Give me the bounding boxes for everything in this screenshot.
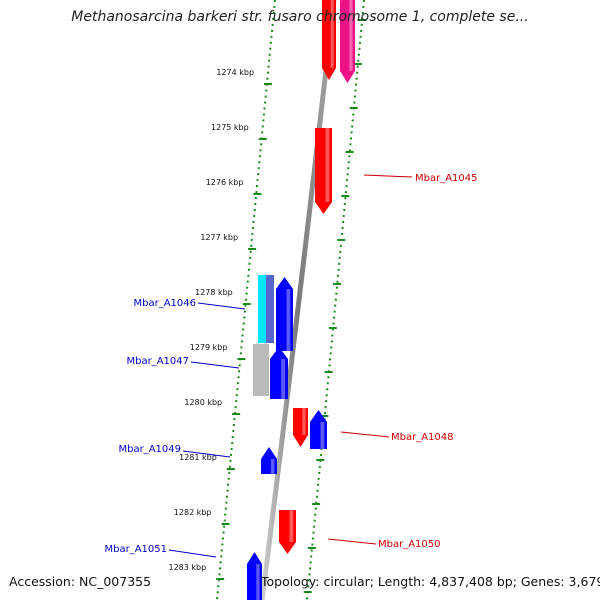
- gene-label-leader-mbar-a1046: [197, 302, 246, 310]
- forward-strand-guide: [306, 0, 365, 600]
- gene-arrow-top-b-shade: [349, 0, 353, 71]
- gene-arrow-mbar-a1045[interactable]: [315, 128, 332, 214]
- gene-label-leader-mbar-a1050: [327, 538, 377, 545]
- gene-arrow-mbar-a1046-shade: [286, 289, 291, 351]
- gene-label-mbar-a1048[interactable]: Mbar_A1048: [391, 432, 454, 443]
- gene-label-mbar-a1045[interactable]: Mbar_A1045: [415, 173, 478, 184]
- gene-arrow-mbar-a1050-shade: [289, 510, 294, 542]
- kbp-tick-label: 1276 kbp: [206, 178, 244, 187]
- gene-label-mbar-a1047[interactable]: Mbar_A1047: [126, 356, 189, 367]
- kbp-tick-label: 1280 kbp: [184, 398, 222, 407]
- gene-mbar-a1047-grey[interactable]: [253, 344, 269, 396]
- gene-mbar-a1046-cyan[interactable]: [258, 275, 267, 343]
- gene-arrow-mbar-a1047-shade: [281, 359, 286, 399]
- kbp-tick-label: 1274 kbp: [216, 68, 254, 77]
- gene-label-mbar-a1049[interactable]: Mbar_A1049: [118, 444, 181, 455]
- kbp-tick-label: 1279 kbp: [190, 343, 228, 352]
- gene-arrow-mbar-a1045-shade: [325, 128, 330, 202]
- gene-label-mbar-a1046[interactable]: Mbar_A1046: [133, 298, 196, 309]
- kbp-tick-label: 1277 kbp: [200, 233, 238, 242]
- chromosome-backbone: [259, 0, 337, 600]
- sequence-title: Methanosarcina barkeri str. fusaro chrom…: [71, 9, 529, 25]
- gene-arrow-mbar-a1049[interactable]: [261, 447, 277, 474]
- gene-arrow-mbar-a1048-left[interactable]: [293, 408, 308, 447]
- gene-arrow-top-a[interactable]: [322, 0, 336, 80]
- gene-label-leader-mbar-a1048: [340, 431, 390, 438]
- gene-arrow-mbar-a1048-left-shade: [302, 408, 306, 435]
- gene-mbar-a1046-dark[interactable]: [266, 275, 274, 343]
- gene-arrow-mbar-a1046[interactable]: [276, 277, 293, 351]
- kbp-tick-label: 1278 kbp: [195, 288, 233, 297]
- kbp-tick-label: 1282 kbp: [174, 508, 212, 517]
- gene-arrow-top-b[interactable]: [340, 0, 355, 83]
- gene-label-leader-mbar-a1047: [190, 361, 240, 369]
- topology-text: Topology: circular; Length: 4,837,408 bp…: [261, 574, 600, 589]
- gene-arrow-mbar-a1048-shade: [320, 422, 325, 449]
- accession-text: Accession: NC_007355: [9, 574, 152, 589]
- gene-label-mbar-a1050[interactable]: Mbar_A1050: [378, 539, 441, 550]
- kbp-tick-label: 1275 kbp: [211, 123, 249, 132]
- gene-label-leader-mbar-a1045: [363, 174, 413, 178]
- gene-label-leader-mbar-a1051: [168, 549, 217, 558]
- kbp-tick-label: 1281 kbp: [179, 453, 217, 462]
- gene-arrow-mbar-a1051[interactable]: [247, 552, 262, 600]
- gene-arrow-mbar-a1048[interactable]: [310, 410, 327, 449]
- gene-arrow-mbar-a1047[interactable]: [270, 347, 288, 399]
- gene-arrow-mbar-a1051-shade: [256, 564, 260, 600]
- kbp-tick-label: 1283 kbp: [168, 563, 206, 572]
- gene-arrow-top-a-shade: [330, 0, 334, 68]
- gene-arrow-mbar-a1050[interactable]: [279, 510, 296, 554]
- gene-arrow-mbar-a1049-shade: [270, 459, 275, 474]
- gene-label-mbar-a1051[interactable]: Mbar_A1051: [104, 544, 167, 555]
- gene-label-leader-mbar-a1049: [182, 450, 231, 458]
